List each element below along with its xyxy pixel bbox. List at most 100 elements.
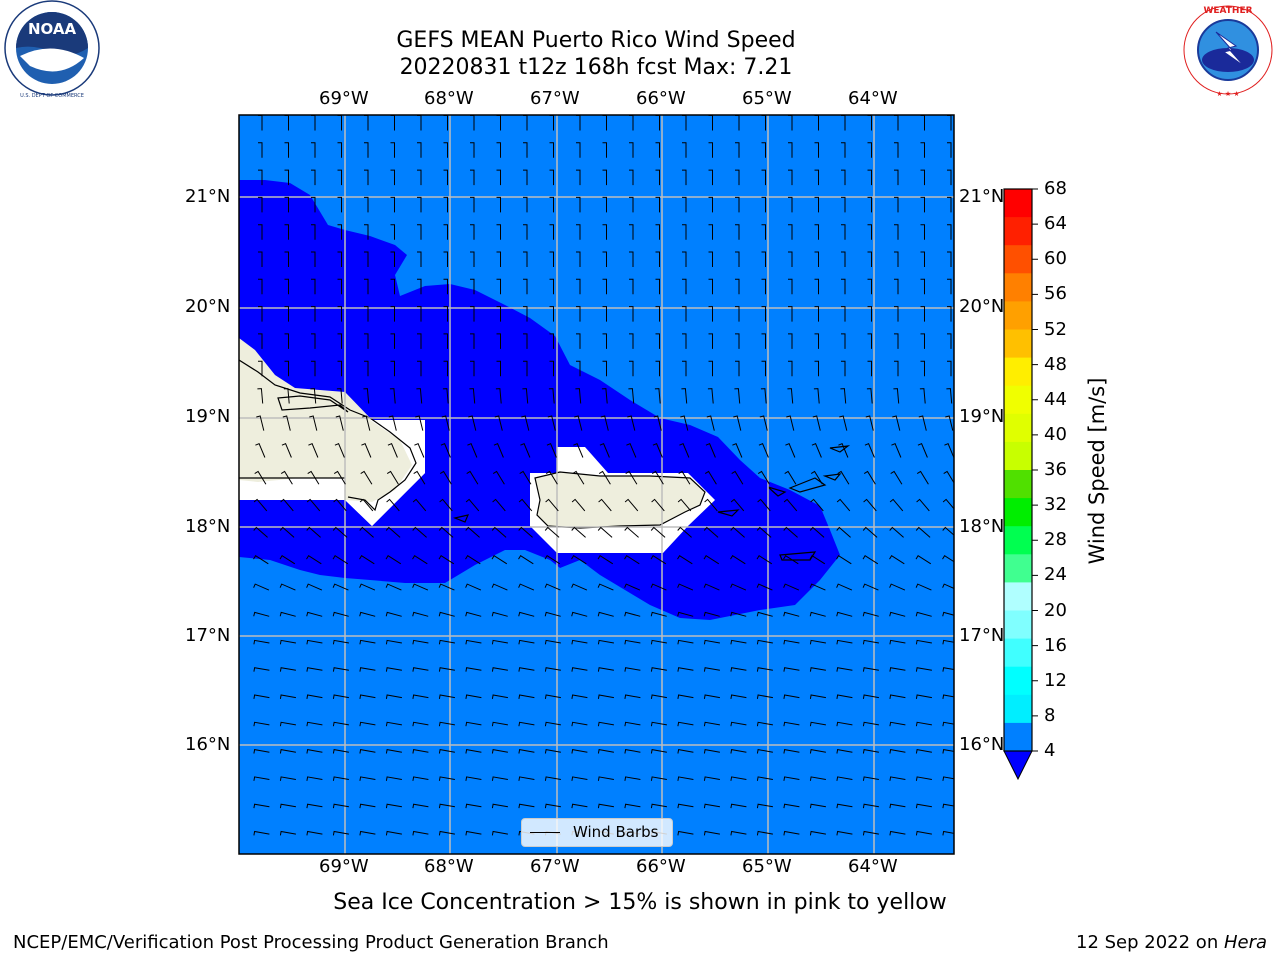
wind-barb bbox=[862, 611, 879, 617]
wind-barb bbox=[332, 555, 349, 565]
wind-barb bbox=[756, 611, 773, 617]
lat-label-left: 18°N bbox=[185, 516, 231, 537]
wind-barb bbox=[894, 224, 899, 240]
wind-barb bbox=[917, 443, 928, 458]
wind-barb bbox=[438, 583, 455, 591]
wind-barb bbox=[677, 667, 694, 672]
wind-barb-legend-line bbox=[530, 832, 560, 833]
colorbar-segment bbox=[1004, 329, 1032, 358]
wind-barb bbox=[784, 470, 797, 485]
wind-barb bbox=[412, 721, 429, 727]
wind-barb bbox=[756, 721, 773, 727]
wind-barb bbox=[333, 470, 346, 485]
wind-barb bbox=[518, 776, 535, 781]
wind-barb bbox=[735, 333, 740, 349]
lat-label-left: 20°N bbox=[185, 296, 231, 317]
wind-barb bbox=[385, 776, 402, 781]
wind-barb bbox=[544, 776, 561, 781]
wind-barb bbox=[810, 498, 824, 512]
wind-barb bbox=[602, 278, 607, 295]
wind-barb bbox=[520, 443, 531, 458]
wind-barb bbox=[597, 721, 614, 727]
wind-barb bbox=[385, 639, 402, 645]
lon-label-bottom: 67°W bbox=[530, 856, 580, 877]
wind-barb bbox=[364, 306, 369, 322]
noaa-logo-text: NOAA bbox=[28, 20, 77, 38]
wind-barb bbox=[865, 415, 874, 431]
wind-barb bbox=[523, 278, 528, 295]
wind-barb bbox=[624, 498, 639, 512]
wind-barb bbox=[894, 278, 899, 295]
wind-barb bbox=[758, 443, 769, 458]
wind-barb bbox=[575, 388, 582, 404]
wind-barb bbox=[544, 611, 561, 617]
wind-barb bbox=[836, 776, 853, 781]
wind-barb bbox=[306, 776, 323, 781]
wind-barb bbox=[466, 470, 479, 485]
wind-barb bbox=[682, 169, 687, 186]
wind-barb bbox=[311, 169, 316, 186]
wind-barb bbox=[576, 278, 581, 295]
wind-barb bbox=[783, 667, 800, 672]
wind-barb bbox=[786, 415, 795, 431]
wind-barb bbox=[417, 360, 422, 377]
wind-barb bbox=[412, 555, 428, 565]
wind-barb bbox=[385, 749, 402, 754]
wind-barb bbox=[920, 169, 925, 186]
wind-barb bbox=[523, 169, 528, 186]
wind-barb bbox=[841, 251, 846, 267]
wind-barb bbox=[756, 694, 773, 699]
wind-barb bbox=[443, 251, 448, 267]
wind-barb bbox=[364, 224, 369, 240]
wind-barb bbox=[814, 142, 819, 158]
wind-barb bbox=[756, 583, 773, 591]
wind-barb bbox=[544, 555, 561, 565]
wind-barb bbox=[866, 388, 873, 404]
wind-barb bbox=[364, 278, 369, 295]
wind-barb bbox=[730, 803, 747, 809]
wind-barb bbox=[783, 583, 800, 591]
wind-barb bbox=[417, 142, 422, 158]
wind-barb bbox=[385, 694, 402, 699]
wind-barb bbox=[677, 583, 694, 591]
lat-label-right: 17°N bbox=[959, 625, 1005, 646]
wind-barb bbox=[757, 498, 771, 512]
wind-barb bbox=[655, 169, 660, 186]
wind-barb bbox=[840, 388, 847, 404]
wind-barb bbox=[836, 639, 853, 645]
wind-barb bbox=[308, 443, 319, 458]
wind-barb bbox=[443, 224, 448, 240]
colorbar-tick-label: 44 bbox=[1044, 388, 1067, 410]
lon-label-bottom: 68°W bbox=[424, 856, 474, 877]
wind-barb bbox=[390, 169, 395, 186]
wind-barb bbox=[332, 694, 349, 699]
wind-barb bbox=[280, 470, 293, 485]
wind-barb bbox=[650, 583, 667, 591]
wind-barb bbox=[629, 306, 634, 322]
colorbar-tick-label: 64 bbox=[1044, 213, 1067, 235]
wind-barb bbox=[677, 639, 694, 645]
wind-barb bbox=[284, 360, 289, 377]
wind-barb bbox=[947, 196, 952, 213]
wind-barb bbox=[761, 142, 766, 158]
wind-barb bbox=[253, 498, 268, 512]
wind-barb bbox=[915, 526, 931, 538]
wind-barb bbox=[549, 251, 554, 267]
wind-barb bbox=[496, 278, 501, 295]
colorbar-tick-label: 24 bbox=[1044, 564, 1067, 586]
wind-barb bbox=[862, 526, 878, 538]
wind-barb bbox=[920, 251, 925, 267]
wind-barb bbox=[920, 306, 925, 322]
wind-barb bbox=[915, 776, 932, 781]
wind-barb bbox=[836, 721, 853, 727]
wind-barb bbox=[889, 555, 905, 565]
wind-barb bbox=[545, 498, 559, 512]
wind-barb bbox=[359, 721, 376, 727]
wind-barb bbox=[412, 639, 429, 645]
wind-barb bbox=[337, 224, 342, 240]
wind-barb bbox=[359, 776, 376, 781]
wind-barb bbox=[943, 470, 954, 484]
wind-barb bbox=[761, 224, 766, 240]
wind-barb bbox=[576, 224, 581, 240]
wind-barb bbox=[523, 251, 528, 267]
